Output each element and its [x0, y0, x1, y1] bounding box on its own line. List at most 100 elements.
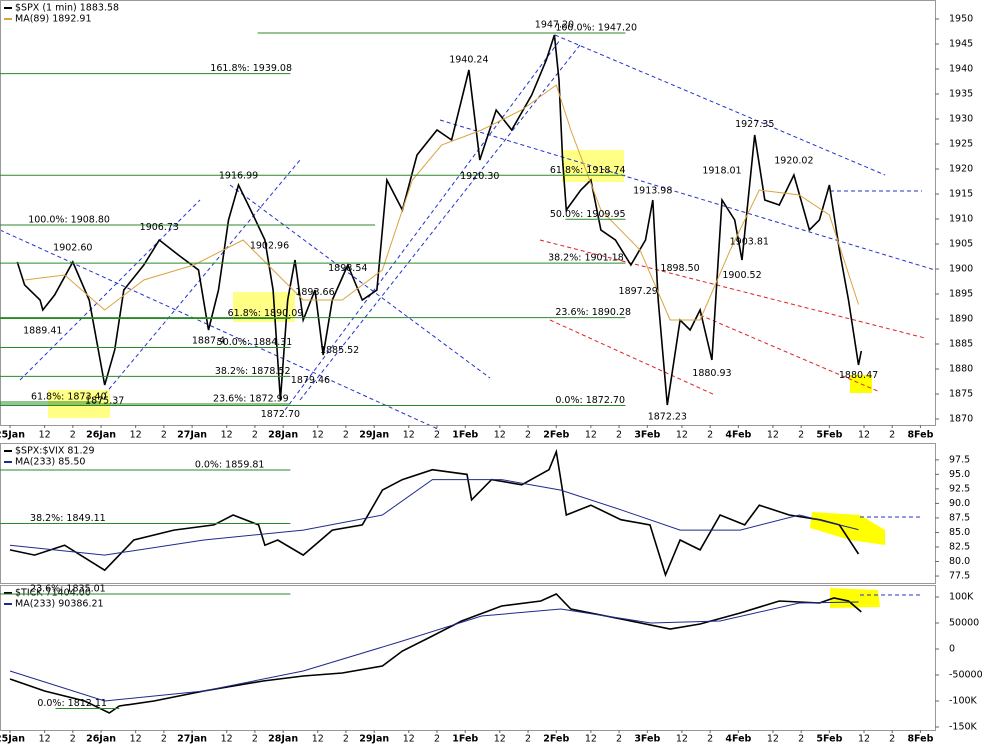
x-tick-label: 28Jan — [268, 734, 298, 745]
x-tick-label: 12 — [767, 734, 779, 745]
y-tick-label: 1875 — [949, 389, 973, 400]
fib-label: 161.8%: 1939.08 — [210, 63, 292, 74]
x-tick-label: 4Feb — [725, 430, 751, 441]
y-tick-label: 50000 — [949, 618, 979, 629]
price-label: 1887.4 — [192, 336, 225, 347]
panel-frame — [0, 585, 936, 731]
x-tick-label: 2 — [70, 734, 76, 745]
fib-label: 100.0%: 1947.20 — [555, 23, 637, 34]
y-tick-label: 1905 — [949, 239, 973, 250]
price-label: 1900.52 — [722, 270, 761, 281]
x-tick-label: 12 — [312, 430, 324, 441]
fib-label: 0.0%: 1812.11 — [37, 698, 107, 709]
price-label: 1940.24 — [449, 54, 488, 65]
y-tick-label: 1930 — [949, 114, 973, 125]
price-label: 1898.50 — [660, 263, 699, 274]
x-tick-label: 27Jan — [177, 430, 207, 441]
y-tick-label: 1885 — [949, 339, 973, 350]
price-label: 1947.20 — [535, 20, 574, 31]
y-tick-label: 100K — [949, 592, 974, 603]
x-tick-label: 2 — [525, 734, 531, 745]
trend-line — [549, 319, 716, 396]
x-tick-label: 29Jan — [359, 734, 389, 745]
x-tick-label: 2 — [616, 430, 622, 441]
x-tick-label: 2 — [434, 430, 440, 441]
legend-label: $SPX (1 min) 1883.58 — [15, 3, 119, 14]
fib-label: 61.8%: 1890.09 — [228, 308, 304, 319]
y-tick-label: 1925 — [949, 139, 973, 150]
x-tick-label: 12 — [858, 734, 870, 745]
x-tick-label: 12 — [221, 430, 233, 441]
y-tick-label: 87.5 — [949, 512, 970, 523]
series-line — [9, 479, 859, 556]
price-label: 1920.30 — [460, 171, 499, 182]
x-tick-label: 2Feb — [543, 430, 569, 441]
x-tick-label: 2 — [525, 430, 531, 441]
x-tick-label: 1Feb — [452, 734, 478, 745]
trend-line — [299, 44, 581, 401]
legend-label: MA(233) 90386.21 — [15, 599, 104, 610]
x-tick-label: 2 — [161, 734, 167, 745]
y-tick-label: 1950 — [949, 14, 973, 25]
x-tick-label: 12 — [585, 430, 597, 441]
trend-line — [699, 314, 881, 393]
trend-line — [439, 119, 936, 271]
y-tick-label: -50000 — [949, 669, 983, 680]
x-tick-label: 8Feb — [907, 430, 933, 441]
x-tick-label: 2 — [252, 430, 258, 441]
x-tick-label: 12 — [130, 430, 142, 441]
x-tick-label: 4Feb — [725, 734, 751, 745]
panel-frame — [0, 0, 936, 426]
x-tick-label: 5Feb — [816, 430, 842, 441]
series-line — [9, 593, 862, 714]
x-tick-label: 2Feb — [543, 734, 569, 745]
x-tick-label: 29Jan — [359, 430, 389, 441]
y-tick-label: 95.0 — [949, 469, 970, 480]
price-label: 1906.73 — [140, 222, 179, 233]
y-tick-label: 1895 — [949, 289, 973, 300]
y-tick-label: 90.0 — [949, 498, 970, 509]
x-tick-label: 2 — [161, 430, 167, 441]
x-tick-label: 12 — [676, 734, 688, 745]
trend-line — [539, 239, 926, 339]
price-label: 1902.96 — [250, 241, 289, 252]
y-tick-label: 77.5 — [949, 571, 970, 582]
x-tick-label: 2 — [798, 430, 804, 441]
highlight — [830, 588, 880, 608]
fib-label: 38.2%: 1901.18 — [548, 253, 624, 264]
x-tick-label: 2 — [616, 734, 622, 745]
y-tick-label: 1945 — [949, 39, 973, 50]
x-tick-label: 12 — [494, 734, 506, 745]
price-label: 1875.37 — [85, 396, 124, 407]
y-tick-label: 1915 — [949, 189, 973, 200]
trend-line — [554, 34, 886, 176]
y-tick-label: 1920 — [949, 164, 973, 175]
legend-label: MA(233) 85.50 — [15, 457, 85, 468]
y-tick-label: 0 — [949, 643, 955, 654]
fib-label: 50.0%: 1884.31 — [217, 337, 293, 348]
fib-label: 23.6%: 1872.99 — [213, 394, 289, 405]
price-label: 1902.60 — [53, 243, 92, 254]
x-tick-label: 2 — [343, 430, 349, 441]
price-label: 1872.70 — [261, 409, 300, 420]
fib-label: 38.2%: 1849.11 — [30, 513, 106, 524]
x-tick-label: 8Feb — [907, 734, 933, 745]
x-tick-label: 3Feb — [634, 734, 660, 745]
x-tick-label: 12 — [676, 430, 688, 441]
price-label: 1897.29 — [619, 286, 658, 297]
price-label: 1880.93 — [692, 368, 731, 379]
trend-line — [229, 184, 491, 379]
highlight — [562, 150, 624, 182]
x-tick-label: 28Jan — [268, 430, 298, 441]
y-tick-label: 1910 — [949, 214, 973, 225]
price-label: 1879.46 — [291, 375, 330, 386]
y-tick-label: 1935 — [949, 89, 973, 100]
x-tick-label: 25Jan — [0, 734, 25, 745]
x-tick-label: 12 — [403, 430, 415, 441]
y-tick-label: -100K — [949, 695, 978, 706]
x-tick-label: 12 — [403, 734, 415, 745]
fib-label: 50.0%: 1909.95 — [550, 209, 626, 220]
x-tick-label: 2 — [798, 734, 804, 745]
fib-label: 61.8%: 1918.74 — [550, 165, 626, 176]
price-label: 1872.23 — [648, 411, 687, 422]
